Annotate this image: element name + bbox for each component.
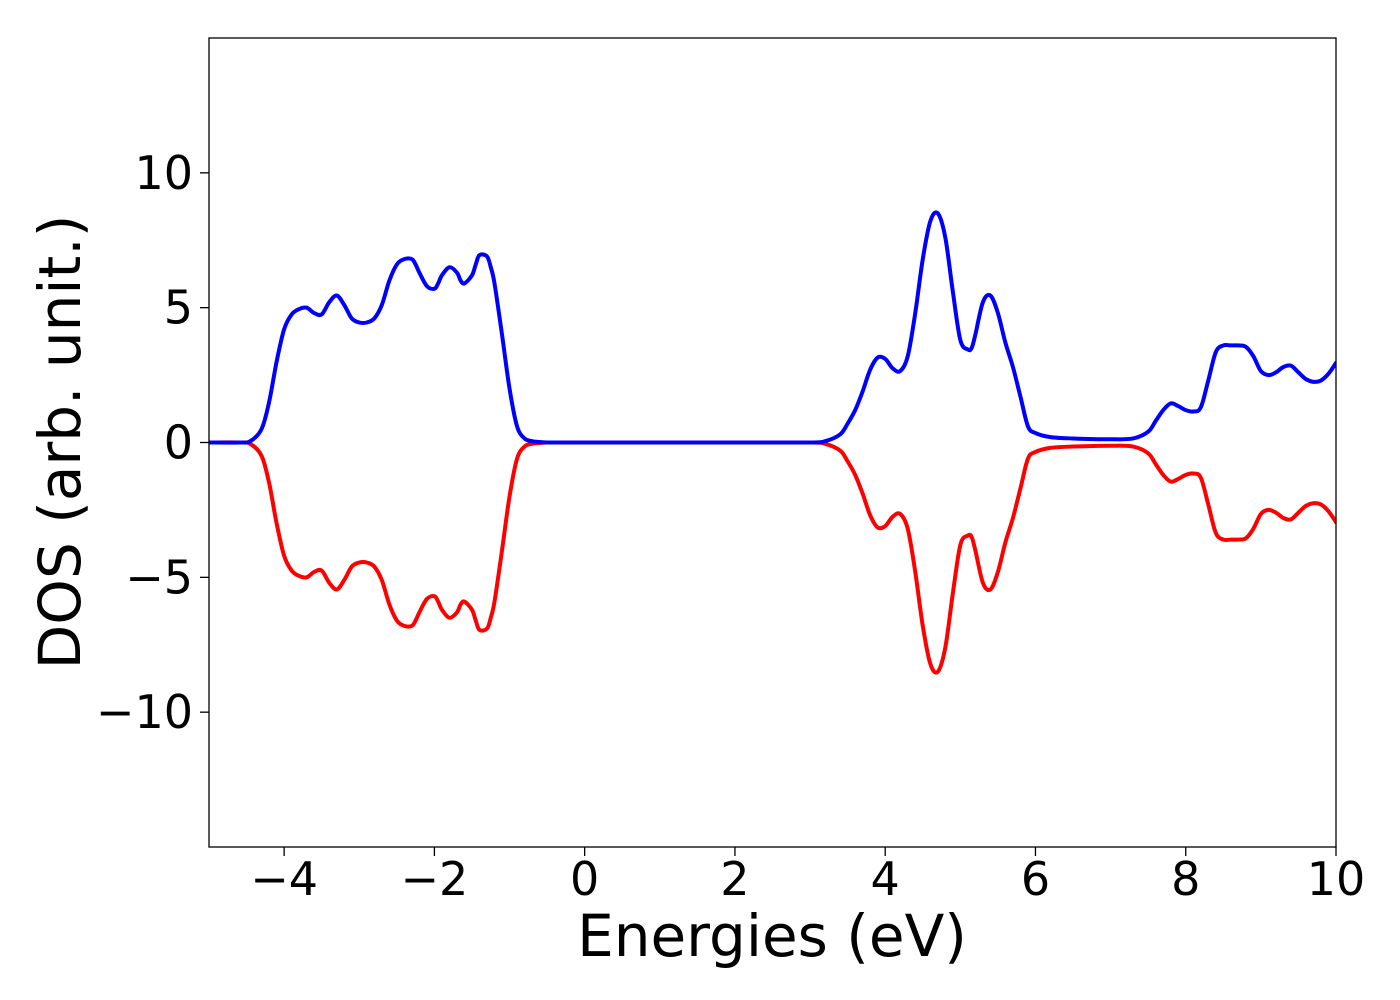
- y-tick-label: 0: [164, 416, 193, 470]
- x-axis-label: Energies (eV): [577, 902, 967, 970]
- x-tick-label: 8: [1171, 852, 1200, 906]
- x-tick-label: −2: [400, 852, 468, 906]
- x-tick-label: 10: [1307, 852, 1366, 906]
- x-tick-label: 6: [1021, 852, 1050, 906]
- y-axis-label: DOS (arb. unit.): [26, 215, 94, 670]
- y-tick-label: −10: [96, 685, 193, 739]
- x-axis-ticks: −4 −2 0 2 4 6 8 10: [250, 847, 1365, 906]
- y-tick-label: −5: [125, 550, 193, 604]
- y-tick-label: 10: [134, 146, 193, 200]
- dos-spin-up-line: [209, 210, 1336, 445]
- y-tick-label: 5: [164, 281, 193, 335]
- x-tick-label: 2: [720, 852, 749, 906]
- dos-spin-down-line: [209, 440, 1336, 675]
- series-layer: [209, 210, 1336, 675]
- x-tick-label: −4: [250, 852, 318, 906]
- x-tick-label: 4: [871, 852, 900, 906]
- y-axis-ticks: −10 −5 0 5 10: [96, 146, 209, 739]
- x-tick-label: 0: [570, 852, 599, 906]
